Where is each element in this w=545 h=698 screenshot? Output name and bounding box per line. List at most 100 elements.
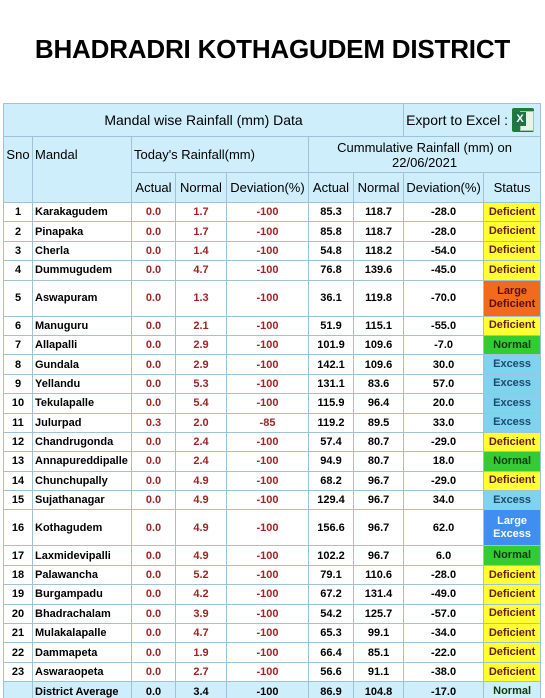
row-status-label: Large Deficient	[488, 285, 536, 311]
row-cum-deviation: 20.0	[403, 393, 485, 414]
row-cum-normal: 89.5	[352, 412, 405, 433]
row-cum-normal: 96.4	[352, 393, 405, 414]
row-sno: 17	[3, 545, 33, 566]
row-mandal: Laxmidevipalli	[32, 545, 132, 566]
row-cum-actual: 66.4	[308, 642, 354, 663]
row-cum-actual: 94.9	[308, 451, 354, 472]
avg-today-actual: 0.0	[131, 681, 176, 698]
row-cum-normal: 115.1	[352, 315, 405, 336]
row-cum-normal: 85.1	[352, 642, 405, 663]
row-mandal: Manuguru	[32, 315, 132, 336]
row-mandal: Bhadrachalam	[32, 603, 132, 625]
row-today-deviation: -100	[226, 642, 309, 663]
row-mandal: Dammapeta	[32, 642, 132, 663]
row-cum-actual: 57.4	[308, 431, 354, 453]
row-status-label: Deficient	[488, 626, 536, 639]
row-today-deviation: -85	[226, 412, 309, 433]
row-status-badge: Deficient	[483, 221, 542, 242]
row-cum-actual: 65.3	[308, 623, 354, 644]
row-status-badge: Normal	[483, 334, 542, 356]
row-status-label: Deficient	[488, 435, 536, 448]
row-today-actual: 0.0	[131, 431, 176, 453]
row-today-deviation: -100	[226, 603, 309, 625]
export-label[interactable]: Export to Excel :	[406, 112, 509, 128]
table-row: 1 Karakagudem 0.0 1.7 -100 85.3 118.7 -28.0 Defi…	[3, 201, 542, 223]
table-row: 6 Manuguru 0.0 2.1 -100 51.9 115.1 -55.0 Deficie…	[3, 315, 542, 336]
row-status-badge: Deficient	[483, 661, 542, 683]
row-sno: 11	[3, 412, 33, 433]
row-status-badge: Deficient	[483, 431, 542, 453]
row-status-badge: Deficient	[483, 260, 542, 281]
district-average-row: District Average 0.0 3.4 -100 86.9 104.8 -17.0…	[3, 681, 542, 698]
row-sno: 21	[3, 623, 33, 644]
row-cum-normal: 125.7	[352, 603, 405, 625]
row-mandal: Julurpad	[32, 412, 132, 433]
row-status-label: Large Excess	[493, 514, 532, 540]
row-status-label: Excess	[493, 358, 532, 371]
row-status-badge: Excess	[483, 373, 542, 395]
row-status-badge: Deficient	[483, 315, 542, 336]
row-cum-deviation: 62.0	[403, 509, 485, 547]
row-cum-deviation: -22.0	[403, 642, 485, 663]
row-sno: 1	[3, 201, 33, 223]
table-caption: Mandal wise Rainfall (mm) Data	[2, 103, 405, 137]
row-mandal: Chunchupally	[32, 470, 132, 492]
row-mandal: Annapureddipalle	[32, 451, 132, 472]
row-status-badge: Deficient	[483, 603, 542, 625]
row-mandal: Aswapuram	[32, 279, 132, 317]
row-status-badge: Normal	[483, 545, 542, 566]
excel-icon[interactable]	[512, 108, 535, 132]
row-today-actual: 0.0	[131, 545, 176, 566]
row-today-deviation: -100	[226, 334, 309, 356]
header-today-deviation: Deviation(%)	[226, 172, 309, 203]
row-cum-actual: 131.1	[308, 373, 354, 395]
row-status-badge: Large Deficient	[483, 279, 542, 317]
row-today-actual: 0.3	[131, 412, 176, 433]
row-today-normal: 2.9	[175, 354, 227, 375]
row-cum-actual: 85.8	[308, 221, 354, 242]
row-cum-deviation: -29.0	[403, 431, 485, 453]
row-cum-deviation: -34.0	[403, 623, 485, 644]
row-status-badge: Excess	[483, 354, 542, 375]
row-today-deviation: -100	[226, 315, 309, 336]
row-today-deviation: -100	[226, 451, 309, 472]
row-cum-normal: 118.2	[352, 240, 405, 262]
row-cum-actual: 54.8	[308, 240, 354, 262]
row-cum-actual: 129.4	[308, 490, 354, 511]
row-status-label: Deficient	[488, 263, 536, 276]
row-cum-deviation: 57.0	[403, 373, 485, 395]
row-today-normal: 2.0	[175, 412, 227, 433]
row-cum-actual: 67.2	[308, 584, 354, 605]
row-status-badge: Deficient	[483, 623, 542, 644]
table-row: 10 Tekulapalle 0.0 5.4 -100 115.9 96.4 20.0 Exce…	[3, 393, 542, 414]
avg-today-normal: 3.4	[175, 681, 227, 698]
row-today-actual: 0.0	[131, 201, 176, 223]
row-sno: 6	[3, 315, 33, 336]
row-status-label: Deficient	[488, 244, 536, 257]
row-cum-actual: 119.2	[308, 412, 354, 433]
row-cum-normal: 96.7	[352, 509, 405, 547]
row-mandal: Dummugudem	[32, 260, 132, 281]
row-today-normal: 4.9	[175, 470, 227, 492]
row-today-actual: 0.0	[131, 490, 176, 511]
table-row: 8 Gundala 0.0 2.9 -100 142.1 109.6 30.0 Excess	[3, 354, 542, 375]
row-cum-normal: 80.7	[352, 451, 405, 472]
row-today-normal: 5.4	[175, 393, 227, 414]
table-row: 13 Annapureddipalle 0.0 2.4 -100 94.9 80.7 18.0…	[3, 451, 542, 472]
row-mandal: Tekulapalle	[32, 393, 132, 414]
row-today-actual: 0.0	[131, 623, 176, 644]
row-today-deviation: -100	[226, 240, 309, 262]
row-sno: 23	[3, 661, 33, 683]
row-today-deviation: -100	[226, 509, 309, 547]
row-today-deviation: -100	[226, 279, 309, 317]
row-today-deviation: -100	[226, 354, 309, 375]
row-cum-deviation: -28.0	[403, 564, 485, 586]
row-today-deviation: -100	[226, 431, 309, 453]
row-today-normal: 4.7	[175, 260, 227, 281]
header-cum-actual: Actual	[308, 172, 354, 203]
row-status-label: Deficient	[488, 607, 536, 620]
row-cum-normal: 109.6	[352, 334, 405, 356]
row-today-normal: 4.9	[175, 509, 227, 547]
row-mandal: Aswaraopeta	[32, 661, 132, 683]
row-cum-normal: 96.7	[352, 545, 405, 566]
